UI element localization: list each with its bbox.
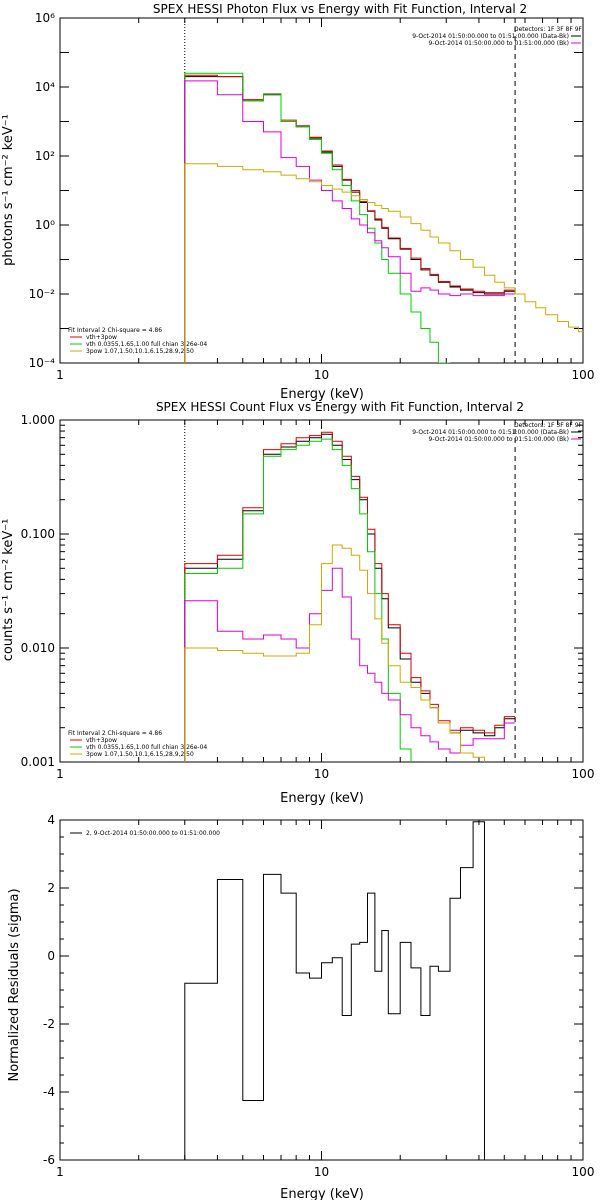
chart-2-marks: 1 10 100 -6 -4 -2 0 2 4 <box>43 813 595 1179</box>
series-line-0 <box>184 76 516 363</box>
series-line-0 <box>184 821 485 1160</box>
y-tick-label: 0.100 <box>21 527 55 541</box>
legend-fit-model: vth+3pow <box>86 737 117 744</box>
photon-flux-chart: SPEX HESSI Photon Flux vs Energy with Fi… <box>1 2 583 402</box>
legend-detectors: Detectors: 1F 3F 8F 9F <box>514 422 583 429</box>
y-tick-label: 4 <box>47 813 55 827</box>
legend-fit-3pow: 3pow 1.07,1.50,10.1,6.15,28.9,2.50 <box>86 348 194 355</box>
residuals-chart: Energy (keV) Normalized Residuals (sigma… <box>7 830 364 1200</box>
legend-data-bk: 9-Oct-2014 01:50:00.000 to 01:51:00.000 … <box>412 33 569 40</box>
y-tick-label: 10⁴ <box>35 80 55 94</box>
series-line-3 <box>184 80 516 363</box>
y-tick-label: 0.001 <box>21 755 55 769</box>
count-flux-ylabel: counts s⁻¹ cm⁻² keV⁻¹ <box>1 519 16 662</box>
x-tick-label: 1 <box>56 767 64 781</box>
series-line-4 <box>184 544 485 762</box>
x-tick-label: 1 <box>56 368 64 382</box>
series-line-2 <box>184 438 412 762</box>
chart-2-frame <box>59 819 584 1161</box>
series-line-1 <box>184 74 516 363</box>
residuals-legend-label: 2, 9-Oct-2014 01:50:00.000 to 01:51:00.0… <box>86 830 220 837</box>
legend-fit-3pow: 3pow 1.07,1.50,10.1,6.15,28.9,2.50 <box>86 751 194 758</box>
x-tick-label: 1 <box>56 1165 64 1179</box>
photon-flux-legend-header: Detectors: 1F 3F 8F 9F 9-Oct-2014 01:50:… <box>412 26 582 47</box>
legend-bk: 9-Oct-2014 01:50:00.000 to 01:51:00.000 … <box>429 436 570 443</box>
x-tick-label: 10 <box>314 1165 329 1179</box>
chart-1-marks: 1 10 100 0.001 0.010 0.100 1.000 <box>21 413 595 781</box>
y-tick-label: 0.010 <box>21 641 55 655</box>
series-line-0 <box>184 433 516 762</box>
chart-0-marks: 1 10 100 10⁻⁴ 10⁻² 10⁰ 10² 10⁴ 10⁶ <box>29 11 595 382</box>
y-tick-label: 10⁻² <box>29 287 56 301</box>
legend-bk: 9-Oct-2014 01:50:00.000 to 01:51:00.000 … <box>429 40 570 47</box>
series-line-4 <box>184 163 583 363</box>
legend-detectors: Detectors: 1F 3F 8F 9F <box>514 26 583 33</box>
residuals-ylabel: Normalized Residuals (sigma) <box>7 888 22 1081</box>
x-tick-label: 100 <box>572 368 595 382</box>
photon-flux-title: SPEX HESSI Photon Flux vs Energy with Fi… <box>153 2 527 16</box>
legend-fit-title: Fit Interval 2 Chi-square = 4.86 <box>68 327 162 334</box>
count-flux-title: SPEX HESSI Count Flux vs Energy with Fit… <box>156 400 524 414</box>
residuals-xlabel: Energy (keV) <box>280 1187 364 1200</box>
x-tick-label: 100 <box>572 1165 595 1179</box>
y-tick-label: 10⁻⁴ <box>29 356 56 370</box>
legend-fit-model: vth+3pow <box>86 334 117 341</box>
photon-flux-legend-fit: Fit Interval 2 Chi-square = 4.86 vth+3po… <box>68 327 207 355</box>
count-flux-chart: SPEX HESSI Count Flux vs Energy with Fit… <box>1 400 583 806</box>
count-flux-legend-header: Detectors: 1F 3F 8F 9F 9-Oct-2014 01:50:… <box>412 422 582 443</box>
y-tick-label: -4 <box>43 1085 55 1099</box>
legend-fit-vth: vth 0.0355,1.65,1.00 full chian 3.26e-04 <box>86 744 207 751</box>
series-line-2 <box>184 72 451 363</box>
y-tick-label: 10⁶ <box>35 11 55 25</box>
legend-data-bk: 9-Oct-2014 01:50:00.000 to 01:51:00.000 … <box>412 429 569 436</box>
y-tick-label: 10² <box>35 149 55 163</box>
x-tick-label: 100 <box>572 767 595 781</box>
y-tick-label: 10⁰ <box>35 218 55 232</box>
y-tick-label: 2 <box>47 881 55 895</box>
count-flux-xlabel: Energy (keV) <box>280 791 364 806</box>
photon-flux-ylabel: photons s⁻¹ cm⁻² keV⁻¹ <box>1 114 16 266</box>
y-tick-label: -6 <box>43 1153 55 1167</box>
legend-fit-vth: vth 0.0355,1.65,1.00 full chian 3.26e-04 <box>86 341 207 348</box>
x-tick-label: 10 <box>314 767 329 781</box>
y-tick-label: -2 <box>43 1017 55 1031</box>
y-tick-label: 0 <box>47 949 55 963</box>
series-line-3 <box>184 567 516 762</box>
series-line-1 <box>184 431 516 762</box>
legend-fit-title: Fit Interval 2 Chi-square = 4.86 <box>68 730 162 737</box>
y-tick-label: 1.000 <box>21 413 55 427</box>
count-flux-legend-fit: Fit Interval 2 Chi-square = 4.86 vth+3po… <box>68 730 207 758</box>
photon-flux-xlabel: Energy (keV) <box>280 387 364 402</box>
x-tick-label: 10 <box>314 368 329 382</box>
